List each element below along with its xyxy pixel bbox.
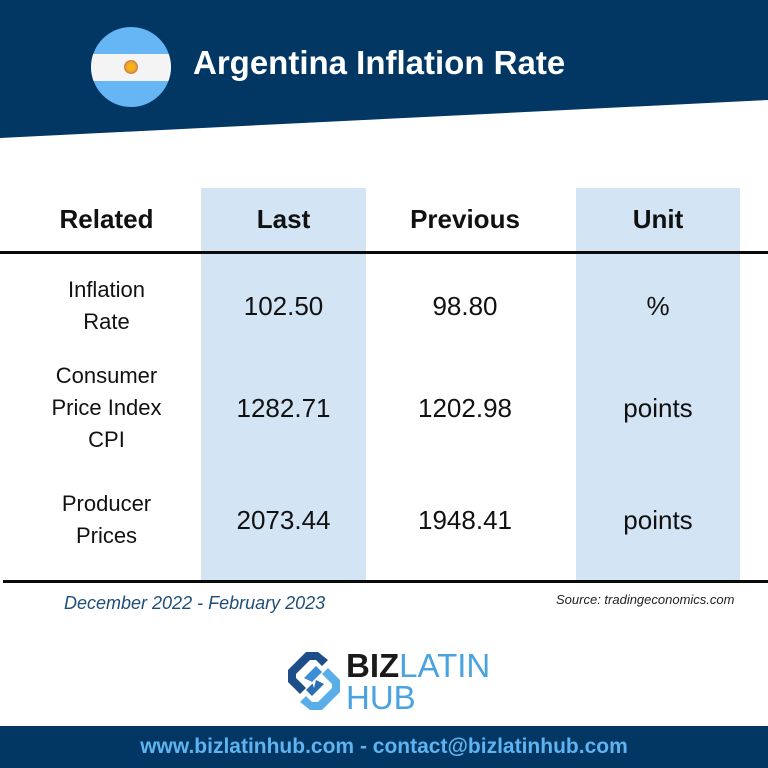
footer-bar: www.bizlatinhub.com - contact@bizlatinhu… — [0, 726, 768, 768]
table-bottom-divider — [3, 580, 768, 583]
cell-related-line: Price Index — [51, 395, 162, 420]
source-note: Source: tradingeconomics.com — [556, 592, 735, 607]
cell-previous: 98.80 — [432, 290, 498, 321]
cell-unit: % — [646, 290, 670, 321]
cell-related: Consumer Price Index CPI — [24, 362, 189, 454]
logo-wordmark-line-1: BIZLATIN — [346, 648, 490, 684]
cell-related-line: Inflation — [67, 277, 146, 302]
cell-previous: 1948.41 — [418, 504, 512, 535]
logo-word-latin: LATIN — [399, 647, 491, 684]
bizlatinhub-logo-icon — [288, 652, 340, 710]
cell-related-line: Producer — [61, 491, 152, 516]
cell-last: 102.50 — [243, 290, 324, 321]
table-row: Consumer Price Index CPI 1282.71 1202.98… — [0, 362, 768, 454]
column-header-unit: Unit — [632, 204, 684, 234]
cell-unit: points — [623, 392, 693, 423]
cell-unit: points — [623, 504, 693, 535]
column-header-last: Last — [256, 204, 311, 234]
cell-previous: 1202.98 — [418, 392, 512, 423]
table-row: Producer Prices 2073.44 1948.41 points — [0, 484, 768, 556]
cell-last: 1282.71 — [236, 392, 331, 423]
logo-word-biz: BIZ — [346, 647, 400, 684]
cell-related: Producer Prices — [24, 484, 189, 556]
column-header-previous: Previous — [410, 204, 520, 234]
cell-last: 2073.44 — [236, 504, 331, 535]
page-title: Argentina Inflation Rate — [193, 44, 566, 81]
bizlatinhub-logo: BIZLATIN HUB — [284, 648, 504, 716]
cell-related-line: Prices — [75, 523, 138, 548]
table-row: Inflation Rate 102.50 98.80 % — [0, 272, 768, 340]
cell-related-line: Rate — [83, 309, 130, 334]
sun-of-may-icon — [124, 60, 138, 74]
date-range-note: December 2022 - February 2023 — [64, 593, 326, 613]
header-divider — [0, 251, 768, 254]
argentina-flag-icon — [91, 27, 171, 107]
logo-word-hub: HUB — [346, 679, 416, 716]
column-header-related: Related — [59, 204, 154, 234]
cell-related-line: Consumer — [55, 363, 158, 388]
cell-related: Inflation Rate — [24, 272, 189, 340]
footer-contact-text: www.bizlatinhub.com - contact@bizlatinhu… — [140, 735, 628, 758]
cell-related-line: CPI — [88, 427, 125, 452]
